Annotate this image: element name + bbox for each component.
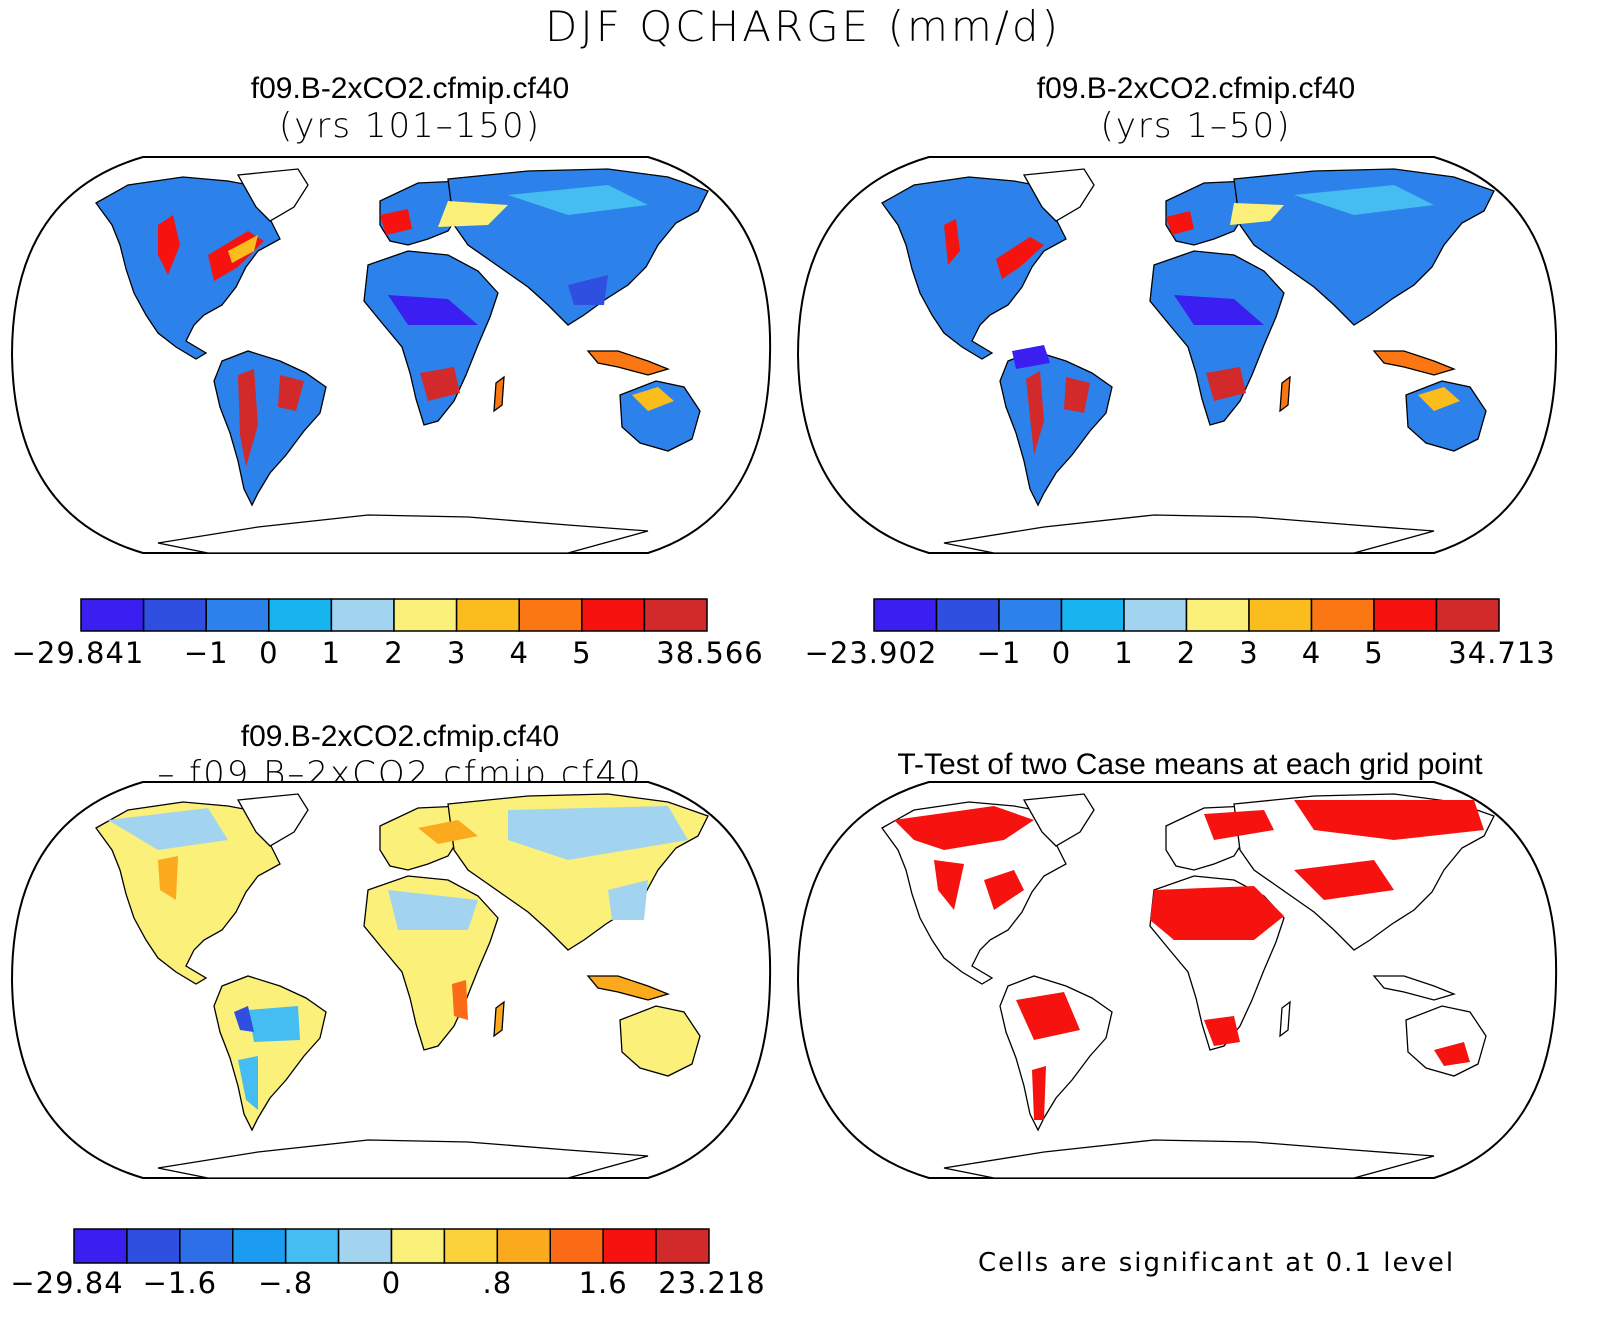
panel-1-case-name: f09.B-2xCO2.cfmip.cf40	[250, 72, 570, 105]
map-panel-4-ttest	[796, 781, 1558, 1179]
colorbar-swatch	[1248, 598, 1313, 632]
colorbar-tick-label: 0	[1051, 636, 1072, 670]
colorbar-swatch	[655, 1228, 710, 1264]
colorbar-swatch	[284, 1228, 340, 1264]
colorbar-swatch	[496, 1228, 552, 1264]
colorbar-panel-2	[873, 598, 1500, 632]
colorbar-swatch	[337, 1228, 393, 1264]
colorbar-swatch	[873, 598, 938, 632]
colorbar-swatch	[1435, 598, 1500, 632]
colorbar-swatch	[643, 598, 708, 632]
panel-4-ttest-title: T-Test of two Case means at each grid po…	[897, 748, 1483, 781]
colorbar-tick-label: 34.713	[1448, 636, 1556, 670]
colorbar-swatch	[581, 598, 646, 632]
colorbar-swatch	[1060, 598, 1125, 632]
map-panel-3-difference	[10, 781, 772, 1179]
colorbar-tick-label: −29.84	[10, 1266, 124, 1300]
colorbar-tick-label: 38.566	[656, 636, 764, 670]
colorbar-swatch	[455, 598, 520, 632]
colorbar-swatch	[80, 598, 145, 632]
panel-1-years: (yrs 101–150)	[279, 106, 541, 146]
panel-3-case-name: f09.B-2xCO2.cfmip.cf40	[240, 720, 560, 753]
colorbar-swatch	[1373, 598, 1438, 632]
colorbar-swatch	[330, 598, 395, 632]
colorbar-tick-label: −29.841	[11, 636, 145, 670]
panel-2-years: (yrs 1–50)	[1100, 106, 1292, 146]
colorbar-tick-label: .8	[482, 1266, 513, 1300]
panel-4-title: T-Test of two Case means at each grid po…	[800, 748, 1580, 782]
colorbar-swatch	[390, 1228, 446, 1264]
colorbar-tick-label: 1	[321, 636, 342, 670]
colorbar-swatch	[602, 1228, 657, 1264]
colorbar-tick-label: 2	[1176, 636, 1197, 670]
colorbar-tick-label: 5	[572, 636, 592, 670]
colorbar-tick-label: −1	[976, 636, 1022, 670]
colorbar-swatch	[232, 1228, 287, 1264]
colorbar-tick-label: 5	[1364, 636, 1384, 670]
colorbar-swatch	[549, 1228, 604, 1264]
colorbar-swatch	[142, 598, 207, 632]
colorbar-swatch	[73, 1228, 128, 1264]
colorbar-panel-3	[73, 1228, 710, 1264]
colorbar-swatch	[1123, 598, 1188, 632]
colorbar-swatch	[1185, 598, 1250, 632]
significance-note: Cells are significant at 0.1 level	[978, 1248, 1456, 1278]
colorbar-swatch	[1310, 598, 1375, 632]
colorbar-swatch	[518, 598, 583, 632]
colorbar-swatch	[126, 1228, 181, 1264]
colorbar-tick-label: 4	[1301, 636, 1322, 670]
colorbar-swatch	[443, 1228, 499, 1264]
colorbar-swatch	[935, 598, 1000, 632]
colorbar-tick-label: 2	[384, 636, 404, 670]
colorbar-tick-label: −.8	[258, 1266, 314, 1300]
colorbar-swatch	[998, 598, 1063, 632]
panel-2-title: f09.B-2xCO2.cfmip.cf40 (yrs 1–50)	[826, 72, 1566, 146]
colorbar-tick-label: 1.6	[578, 1266, 628, 1300]
map-panel-1	[10, 156, 772, 554]
colorbar-tick-label: 0	[259, 636, 279, 670]
colorbar-tick-label: −23.902	[804, 636, 938, 670]
panel-2-case-name: f09.B-2xCO2.cfmip.cf40	[1036, 72, 1356, 105]
colorbar-swatch	[268, 598, 333, 632]
figure-title: DJF QCHARGE (mm/d)	[545, 2, 1061, 51]
colorbar-tick-label: 1	[1114, 636, 1134, 670]
colorbar-swatch	[205, 598, 270, 632]
map-panel-2	[796, 156, 1558, 554]
colorbar-swatch	[393, 598, 458, 632]
panel-1-title: f09.B-2xCO2.cfmip.cf40 (yrs 101–150)	[40, 72, 780, 146]
colorbar-tick-label: 3	[1239, 636, 1259, 670]
colorbar-tick-label: −1	[183, 636, 229, 670]
colorbar-tick-label: 3	[446, 636, 467, 670]
colorbar-tick-label: 4	[509, 636, 529, 670]
colorbar-tick-label: −1.6	[142, 1266, 218, 1300]
colorbar-swatch	[179, 1228, 234, 1264]
colorbar-tick-label: 23.218	[658, 1266, 766, 1300]
colorbar-tick-label: 0	[381, 1266, 402, 1300]
colorbar-panel-1	[80, 598, 708, 632]
